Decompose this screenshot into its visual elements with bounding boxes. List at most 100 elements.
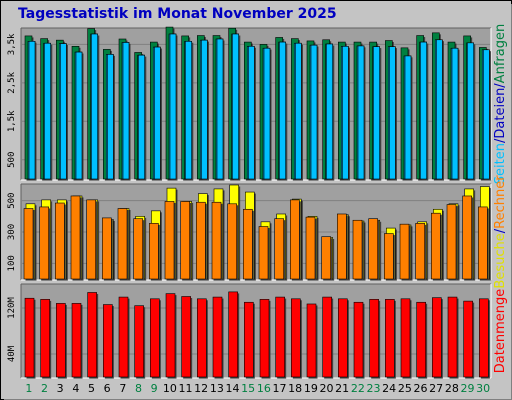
bar-datenmenge-6: [103, 304, 114, 379]
bar-rechner-24-body: [384, 233, 394, 280]
y-tick-label-1-1: 300: [7, 224, 17, 240]
bar-seiten-29-body: [467, 42, 474, 180]
bar-datenmenge-17-body: [275, 296, 285, 378]
bar-rechner-8: [133, 218, 145, 281]
bar-seiten-21-body: [342, 46, 349, 180]
bar-rechner-11-body: [180, 201, 190, 280]
bar-datenmenge-8-body: [134, 305, 144, 378]
bar-datenmenge-9: [150, 298, 161, 379]
bar-rechner-22-body: [352, 219, 363, 280]
bar-rechner-12-body: [196, 201, 206, 280]
side-axis-label-part-0-3: /: [493, 83, 508, 88]
day-label-19: 19: [304, 382, 318, 395]
bar-seiten-3-body: [60, 43, 67, 180]
bar-seiten-26-body: [420, 41, 427, 180]
bar-seiten-12: [201, 39, 209, 181]
day-label-24: 24: [382, 382, 396, 395]
bar-datenmenge-13: [212, 296, 224, 379]
bar-datenmenge-15-body: [244, 301, 254, 378]
day-label-28: 28: [445, 382, 459, 395]
bar-datenmenge-13-body: [212, 296, 223, 378]
bar-datenmenge-19-body: [306, 303, 317, 378]
side-axis-label-part-0-4: Anfragen: [493, 24, 508, 84]
side-axis-label-0: Seiten/Dateien/Anfragen: [493, 24, 508, 184]
y-tick-label-0-3: 3,5k: [7, 33, 17, 55]
bar-seiten-15: [248, 46, 256, 181]
bar-seiten-20-body: [326, 43, 333, 180]
bar-rechner-6-body: [102, 217, 112, 280]
bar-seiten-19-body: [310, 44, 318, 180]
bar-rechner-27-body: [431, 212, 441, 280]
bar-seiten-13: [216, 38, 225, 181]
day-label-22: 22: [351, 382, 365, 395]
bar-rechner-4: [70, 195, 82, 281]
bar-datenmenge-29: [463, 300, 475, 379]
bar-seiten-25: [404, 55, 413, 181]
bar-seiten-28: [451, 47, 460, 181]
side-axis-label-part-0-1: /: [493, 138, 508, 143]
side-axis-label-1: Besuche/Rechner: [493, 175, 508, 289]
bar-datenmenge-1-body: [24, 297, 35, 378]
bar-rechner-28-body: [446, 204, 457, 280]
y-tick-label-2-1: 120M: [7, 297, 17, 319]
bar-seiten-28-body: [451, 47, 459, 180]
bar-datenmenge-26-body: [416, 301, 426, 378]
bar-rechner-1: [23, 208, 35, 281]
bar-datenmenge-2: [40, 299, 52, 379]
side-axis-label-part-1-2: Rechner: [493, 175, 508, 229]
bar-rechner-30: [478, 206, 489, 281]
bar-seiten-1-body: [28, 41, 36, 180]
bar-datenmenge-3-body: [56, 303, 66, 378]
bar-rechner-21-body: [337, 213, 347, 280]
day-label-5: 5: [88, 382, 95, 395]
bar-rechner-20: [321, 236, 333, 281]
bar-rechner-16-body: [258, 226, 269, 280]
bar-seiten-15-body: [248, 46, 255, 180]
bar-datenmenge-26: [416, 301, 428, 379]
bar-datenmenge-30-body: [479, 298, 489, 378]
bar-seiten-1: [28, 41, 37, 181]
bar-datenmenge-10: [165, 293, 177, 379]
day-label-16: 16: [257, 382, 271, 395]
day-label-25: 25: [398, 382, 412, 395]
bar-rechner-25-body: [399, 223, 410, 280]
bar-seiten-11: [185, 41, 194, 181]
bar-rechner-16: [258, 226, 270, 281]
bar-rechner-29: [462, 195, 474, 281]
bar-datenmenge-22: [353, 301, 365, 379]
bar-datenmenge-23: [369, 299, 381, 379]
day-label-7: 7: [119, 382, 126, 395]
y-tick-label-0-1: 1,5k: [7, 110, 17, 132]
bar-rechner-14-body: [227, 203, 237, 280]
bar-datenmenge-11-body: [181, 296, 191, 378]
bar-seiten-4: [75, 51, 84, 181]
bar-datenmenge-16-body: [259, 299, 270, 378]
y-tick-label-1-0: 100: [7, 255, 17, 271]
bar-datenmenge-4: [71, 303, 83, 379]
day-label-18: 18: [288, 382, 302, 395]
bar-rechner-27: [431, 212, 442, 281]
bar-rechner-6: [102, 217, 113, 281]
bar-seiten-2: [44, 42, 53, 181]
bar-rechner-1-body: [23, 208, 34, 280]
bar-seiten-29: [467, 42, 476, 181]
bar-datenmenge-24: [385, 299, 396, 379]
bar-datenmenge-7-body: [118, 296, 129, 378]
day-label-17: 17: [273, 382, 287, 395]
day-label-23: 23: [367, 382, 381, 395]
bar-seiten-16: [263, 47, 272, 181]
bar-rechner-17-body: [274, 218, 284, 280]
bar-seiten-22: [357, 45, 366, 181]
bar-seiten-23-body: [373, 46, 380, 180]
bar-seiten-7-body: [122, 42, 130, 180]
bar-seiten-26: [420, 41, 429, 181]
bar-datenmenge-12: [197, 298, 208, 379]
bar-datenmenge-18-body: [291, 298, 301, 378]
day-label-13: 13: [210, 382, 224, 395]
bar-datenmenge-15: [244, 301, 255, 379]
bar-datenmenge-5: [87, 292, 99, 379]
side-axis-label-part-0-0: Seiten: [493, 143, 508, 184]
bar-seiten-10: [169, 33, 178, 181]
bar-rechner-12: [196, 201, 207, 281]
